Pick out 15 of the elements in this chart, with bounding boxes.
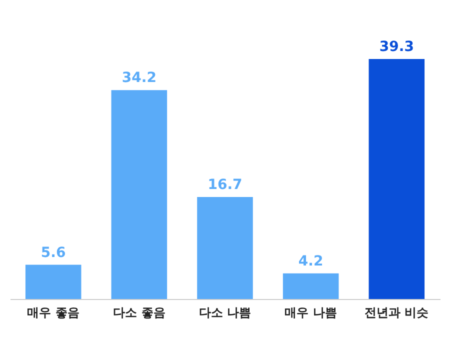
- bar: [111, 90, 168, 299]
- data-label: 39.3: [379, 39, 414, 55]
- x-tick-label: 전년과 비슷: [364, 306, 429, 320]
- data-label: 34.2: [122, 70, 156, 86]
- bar: [197, 197, 253, 299]
- bar: [368, 59, 425, 299]
- data-label: 5.6: [40, 244, 66, 261]
- x-tick-label: 다소 나쁨: [198, 306, 252, 320]
- data-label: 4.2: [298, 253, 324, 270]
- bar: [25, 264, 82, 299]
- data-label: 16.7: [208, 177, 242, 194]
- x-tick-label: 매우 나쁨: [284, 306, 337, 320]
- bar: [282, 273, 339, 299]
- x-tick-label: 다소 좋음: [113, 306, 166, 320]
- x-tick-label: 매우 좋음: [27, 306, 80, 320]
